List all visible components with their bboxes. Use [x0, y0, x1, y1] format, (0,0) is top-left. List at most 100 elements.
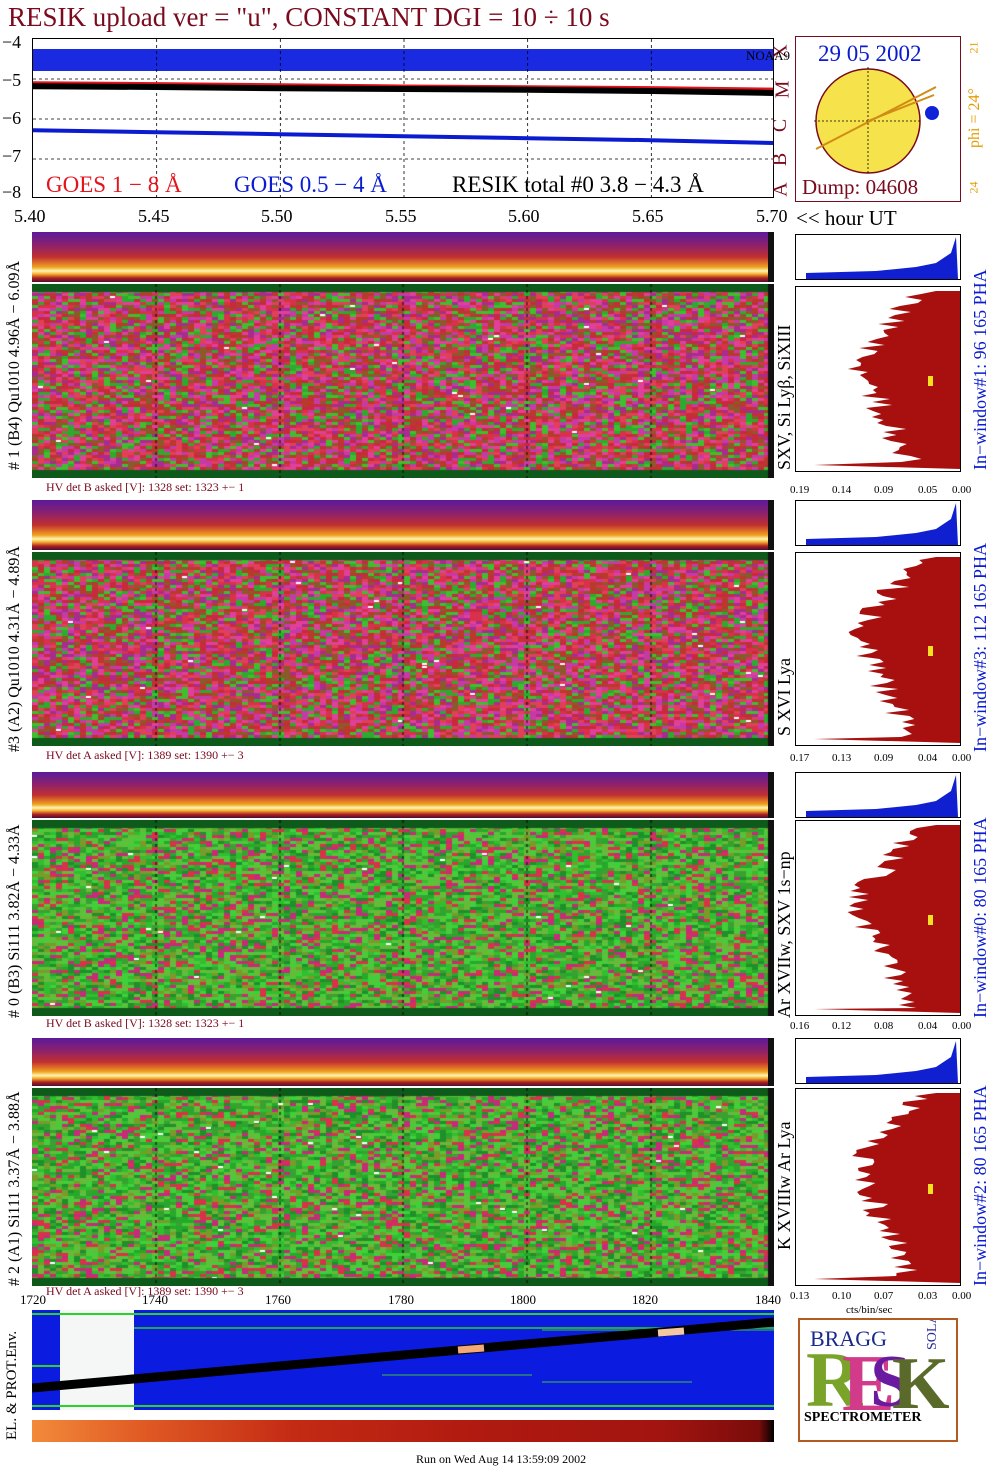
y-tick-label: −5	[2, 70, 22, 90]
detector-right-label: In−window#1: 96 165 PHA	[970, 269, 990, 470]
detector-spectrogram	[32, 552, 774, 746]
logo-bragg: BRAGG	[810, 1326, 887, 1351]
detector-line-label: Ar XVIIw, SXV 1s−np	[774, 851, 794, 1018]
time-tick-label: 5.40	[14, 206, 46, 226]
pha-tick-label: 0.00	[952, 1020, 972, 1032]
logo-letter-r: R	[806, 1336, 864, 1423]
class-letter: M	[771, 80, 794, 99]
pha-axis: 0.16 0.12 0.08 0.04 0.00	[790, 1020, 972, 1034]
detector-spectrogram	[32, 284, 774, 478]
pha-axis: 0.13 0.10 0.07 0.03 0.00	[790, 1290, 971, 1304]
pha-tick-label: 0.00	[952, 484, 972, 496]
phi-label: phi = 24°	[966, 88, 983, 148]
bottom-tick-label: 1760	[265, 1292, 291, 1307]
detector-stripe	[32, 772, 774, 818]
detector-stripe-edge	[768, 232, 774, 282]
detector-line-label: SXV, Si Lyβ, SiXIII	[774, 324, 794, 470]
bottom-tick-label: 1740	[142, 1292, 168, 1307]
y-tick-label: −8	[2, 182, 22, 202]
detector-stripe-edge	[768, 1038, 774, 1086]
y-tick-label: −6	[2, 108, 22, 128]
bottom-axis: 1720 1740 1760 1780 1800 1820 1840	[0, 1292, 790, 1312]
pha-tick-label: 0.05	[918, 484, 938, 496]
detector-left-label: # 1 (B4) Qu1010 4.96Å − 6.09Å	[6, 260, 23, 470]
pha-tick-label: 0.00	[952, 752, 972, 764]
pha-axis: 0.17 0.13 0.09 0.04 0.00	[790, 752, 972, 766]
env-gap	[60, 1310, 134, 1410]
sun-pointer-line	[867, 94, 935, 122]
env-label: EL. & PROT.Env.	[4, 1330, 20, 1440]
bottom-tick-label: 1780	[388, 1292, 414, 1307]
sun-disk-svg	[814, 67, 939, 175]
class-letter: B	[769, 152, 792, 167]
hv-label: HV det B asked [V]: 1328 set: 1323 +− 1	[46, 480, 245, 494]
detector-right-label: In−window#2: 80 165 PHA	[970, 1085, 990, 1286]
detector-line-label: S XVI Lya	[774, 658, 794, 736]
pha-tick-label: 0.17	[790, 752, 810, 764]
env-trace-marker	[657, 1327, 685, 1337]
time-unit-label: << hour UT	[796, 206, 897, 230]
pha-tick-label: 0.04	[918, 1020, 938, 1032]
env-panel	[31, 1310, 775, 1410]
pha-tick-label: 0.09	[874, 484, 894, 496]
legend-goes-1-8: GOES 1 − 8 Å	[46, 172, 182, 197]
pha-small-panel	[795, 772, 961, 818]
logo-letter-k: K	[892, 1343, 950, 1425]
detector-stripe	[32, 1038, 774, 1086]
time-tick-label: 5.50	[261, 206, 293, 226]
logo-letter-e: E	[842, 1340, 895, 1428]
pha-axis: 0.19 0.14 0.09 0.05 0.00	[790, 484, 972, 498]
legend-resik-total: RESIK total #0 3.8 − 4.3 Å	[452, 172, 704, 197]
resik-logo-art: R E S K BRAGG SOLAR	[806, 1303, 950, 1428]
pha-tick-label: 0.13	[790, 1290, 810, 1302]
pha-histogram-panel	[795, 820, 961, 1016]
detector-stripe-edge	[768, 500, 774, 550]
pha-histogram-panel	[795, 286, 961, 472]
logo-solar: SOLAR	[925, 1320, 940, 1350]
bottom-tick-label: 1820	[632, 1292, 658, 1307]
goes-plot	[32, 38, 774, 198]
detector-spectrogram	[32, 820, 774, 1016]
dump-label: Dump: 04608	[802, 175, 919, 199]
hv-label: HV det A asked [V]: 1389 set: 1390 +− 3	[46, 748, 244, 762]
logo-caption: SPECTROMETER	[804, 1410, 922, 1425]
goes-series-line	[33, 83, 773, 96]
goes-chart-svg	[32, 38, 774, 198]
time-tick-label: 5.65	[632, 206, 664, 226]
bottom-tick-label: 1720	[20, 1292, 46, 1307]
pha-histogram-panel	[795, 1088, 961, 1286]
y-tick-label: −7	[2, 146, 22, 166]
detector-stripe	[32, 232, 774, 282]
detector-left-label: #3 (A2) Qu1010 4.31Å − 4.89Å	[6, 546, 23, 752]
pha-tick-label: 0.04	[918, 752, 938, 764]
pha-histogram-panel	[795, 552, 961, 746]
env-svg	[31, 1310, 775, 1410]
pha-tick-label: 0.09	[874, 752, 894, 764]
class-letter: A	[769, 182, 792, 197]
pha-tick-label: 0.12	[832, 1020, 852, 1032]
pha-unit-label: cts/bin/sec	[846, 1304, 893, 1316]
detector-right-label: In−window#0: 80 165 PHA	[970, 817, 990, 1018]
logo-letter-s: S	[870, 1341, 911, 1423]
bottom-tick-label: 1800	[510, 1292, 536, 1307]
sun-top-number: 21	[966, 41, 981, 54]
bottom-tick-label: 1840	[755, 1292, 781, 1307]
time-tick-label: 5.55	[385, 206, 417, 226]
detector-stripe-edge	[768, 772, 774, 818]
sun-panel: 29 05 2002 Dump: 04608	[795, 36, 961, 202]
noaa-label: NOAA9	[746, 48, 791, 63]
detector-spectrogram	[32, 1088, 774, 1286]
y-tick-label: −4	[2, 32, 22, 52]
sun-date: 29 05 2002	[818, 41, 922, 66]
goes-saturation-band	[33, 49, 773, 71]
goes-y-ticks: −4 −5 −6 −7 −8	[0, 32, 30, 202]
hv-label: HV det B asked [V]: 1328 set: 1323 +− 1	[46, 1016, 245, 1030]
pha-tick-label: 0.08	[874, 1020, 894, 1032]
detector-right-label: In−window#3: 112 165 PHA	[970, 543, 990, 752]
run-timestamp: Run on Wed Aug 14 13:59:09 2002	[416, 1452, 587, 1466]
time-tick-label: 5.60	[508, 206, 540, 226]
time-tick-label: 5.45	[138, 206, 170, 226]
pha-small-panel	[795, 1038, 961, 1084]
sun-active-region	[925, 106, 939, 120]
pha-tick-label: 0.13	[832, 752, 852, 764]
